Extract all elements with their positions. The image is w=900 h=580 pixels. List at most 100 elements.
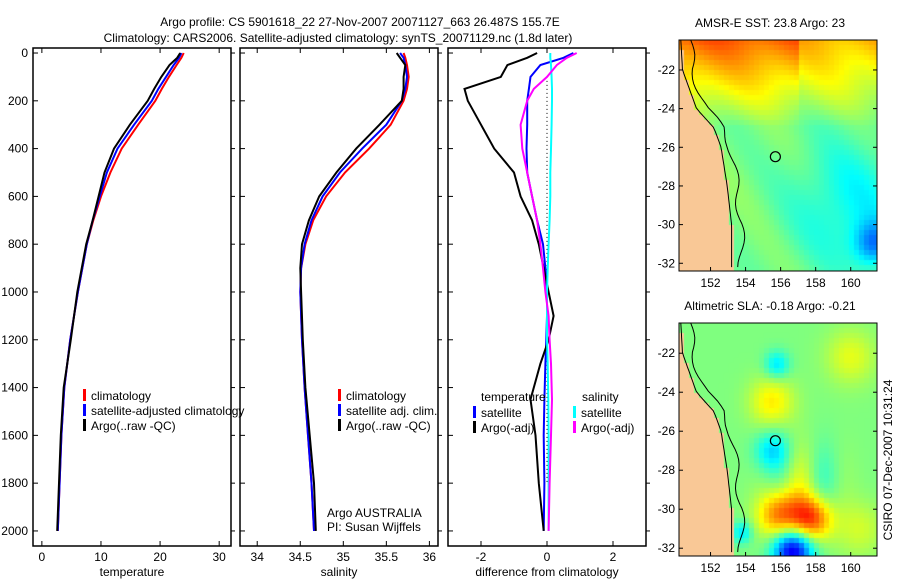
x-tick-label: 34: [251, 550, 265, 564]
series-line-argo-raw-qc-: [56, 52, 182, 531]
coastline: [680, 322, 733, 553]
y-tick-label: 800: [8, 237, 28, 251]
argo-position-marker: [769, 435, 781, 447]
x-tick-label: 156: [771, 276, 791, 290]
sst-map-field: [679, 40, 877, 271]
sla_map-frame: [678, 322, 878, 557]
difference-xlabel: difference from climatology: [475, 565, 618, 579]
x-tick-label: -2: [476, 550, 487, 564]
argo-position-marker: [769, 151, 781, 163]
x-tick-label: 0: [39, 550, 46, 564]
series-line-salinity-satellite: [546, 53, 553, 531]
y-tick-label: -22: [658, 63, 676, 77]
temperature-xlabel: temperature: [100, 565, 165, 579]
x-tick-label: 10: [94, 550, 108, 564]
x-tick-label: 35: [337, 550, 351, 564]
y-tick-label: 1800: [1, 476, 28, 490]
legend-label: Argo(..raw -QC): [91, 419, 176, 433]
x-tick-label: 20: [153, 550, 167, 564]
salinity-axes-frame: [239, 47, 439, 547]
y-tick-label: -22: [658, 346, 676, 360]
legend-label: Argo(-adj): [581, 421, 634, 435]
salinity-xlabel: salinity: [321, 565, 358, 579]
x-tick-label: 2: [610, 550, 617, 564]
legend-swatch: [83, 389, 86, 401]
y-tick-label: -32: [658, 541, 676, 555]
legend-label: satellite adj. clim.: [346, 404, 437, 418]
sla_map-title: Altimetric SLA: -0.18 Argo: -0.21: [684, 299, 856, 313]
legend-temperature-header: temperature: [481, 390, 546, 404]
y-tick-label: -24: [658, 385, 676, 399]
legend-label: satellite: [581, 406, 622, 420]
shelf-contour: [690, 322, 746, 553]
salinity-panel: 34 34.5 35 35.5 36 salinity climatologysatelli…: [239, 47, 442, 579]
y-tick-label: -32: [658, 256, 676, 270]
x-tick-label: 0: [544, 550, 551, 564]
shelf-contour: [690, 39, 746, 268]
y-tick-label: 2000: [1, 524, 28, 538]
x-tick-label: 160: [841, 276, 861, 290]
legend-swatch: [473, 421, 476, 433]
x-tick-label: 35.5: [375, 550, 399, 564]
y-tick-label: -28: [658, 179, 676, 193]
legend-swatch: [473, 406, 476, 418]
sla-map-field: [679, 323, 877, 556]
y-tick-label: -28: [658, 463, 676, 477]
series-line-argo-raw-qc-: [299, 52, 407, 531]
legend-label: Argo(-adj): [481, 421, 534, 435]
y-tick-label: 600: [8, 189, 28, 203]
x-tick-label: 154: [736, 276, 756, 290]
y-tick-label: 400: [8, 142, 28, 156]
sst_map-axes: AMSR-E SST: 23.8 Argo: 23 152 154 156 158 160…: [658, 16, 878, 290]
figure-title-line1: Argo profile: CS 5901618_22 27-Nov-2007 …: [160, 15, 559, 29]
y-tick-label: 1600: [1, 428, 28, 442]
legend-swatch: [83, 419, 86, 431]
sst_map-frame: [678, 39, 878, 272]
legend-swatch: [573, 421, 576, 433]
x-tick-label: 152: [701, 561, 721, 575]
sst_map-title: AMSR-E SST: 23.8 Argo: 23: [695, 16, 845, 30]
legend-swatch: [83, 404, 86, 416]
y-tick-label: -26: [658, 140, 676, 154]
x-tick-label: 160: [841, 561, 861, 575]
legend-label: satellite: [481, 406, 522, 420]
y-tick-label: 200: [8, 94, 28, 108]
x-tick-label: 158: [806, 276, 826, 290]
coastline: [680, 39, 733, 268]
series-line-climatology: [299, 52, 410, 531]
y-tick-label: 1400: [1, 381, 28, 395]
y-tick-label: -30: [658, 218, 676, 232]
legend-label: satellite-adjusted climatology: [91, 404, 244, 418]
y-tick-label: -24: [658, 102, 676, 116]
annotation-argo-australia: Argo AUSTRALIA: [327, 506, 422, 520]
x-tick-label: 156: [771, 561, 791, 575]
x-tick-label: 36: [423, 550, 437, 564]
series-line-temperature-argo-adj-: [463, 52, 555, 532]
temperature-panel: 0 10 20 30 0 200 400 600 800 1000 1200 1400 1600 1800…: [1, 46, 244, 579]
y-tick-label: 0: [21, 46, 28, 60]
y-tick-label: -26: [658, 424, 676, 438]
legend-swatch: [338, 389, 341, 401]
y-tick-label: 1200: [1, 333, 28, 347]
legend-salinity-header: salinity: [582, 390, 619, 404]
legend-swatch: [338, 404, 341, 416]
x-tick-label: 158: [806, 561, 826, 575]
legend-swatch: [573, 406, 576, 418]
x-tick-label: 152: [701, 276, 721, 290]
footer-stamp: CSIRO 07-Dec-2007 10:31:24: [881, 379, 895, 540]
temperature-axes-frame: [32, 47, 232, 547]
y-tick-label: 1000: [1, 285, 28, 299]
x-tick-label: 154: [736, 561, 756, 575]
x-tick-label: 34.5: [289, 550, 313, 564]
legend-label: climatology: [346, 389, 406, 403]
annotation-pi: PI: Susan Wijffels: [327, 520, 421, 534]
series-line-salinity-argo-adj-: [519, 52, 578, 531]
figure-title-line2: Climatology: CARS2006. Satellite-adjuste…: [104, 31, 573, 45]
legend-swatch: [338, 419, 341, 431]
x-tick-label: 30: [212, 550, 226, 564]
sla_map-axes: Altimetric SLA: -0.18 Argo: -0.21 152 154 1…: [658, 299, 878, 575]
y-tick-label: -30: [658, 502, 676, 516]
